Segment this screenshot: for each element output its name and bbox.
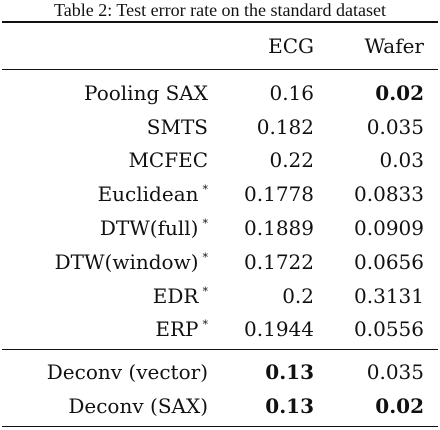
header-row: ECG Wafer bbox=[0, 28, 424, 64]
ecg-value-cell: 0.13 bbox=[208, 355, 314, 389]
table-row: EDR * 0.2 0.3131 bbox=[0, 279, 424, 313]
wafer-value-cell: 0.0909 bbox=[314, 211, 424, 245]
mid-rule bbox=[2, 349, 438, 350]
wafer-value-cell: 0.0656 bbox=[314, 245, 424, 279]
footnote-mark: * bbox=[202, 250, 209, 264]
method-name: MCFEC bbox=[128, 148, 208, 173]
ecg-value-cell: 0.1944 bbox=[208, 313, 314, 347]
wafer-value-cell: 0.03 bbox=[314, 144, 424, 178]
header-method bbox=[0, 28, 208, 64]
ecg-value: 0.13 bbox=[265, 393, 314, 418]
wafer-value-cell: 0.035 bbox=[314, 355, 424, 389]
ecg-value-cell: 0.1889 bbox=[208, 211, 314, 245]
ecg-value-cell: 0.182 bbox=[208, 110, 314, 144]
method-name: DTW(full) bbox=[99, 216, 199, 241]
wafer-value: 0.035 bbox=[366, 359, 424, 384]
table-row: DTW(window) * 0.1722 0.0656 bbox=[0, 245, 424, 279]
footnote-mark: * bbox=[202, 183, 209, 197]
footnote-mark: * bbox=[202, 284, 209, 298]
ecg-value-cell: 0.16 bbox=[208, 76, 314, 110]
wafer-value-cell: 0.3131 bbox=[314, 279, 424, 313]
method-name: EDR bbox=[152, 283, 199, 308]
ecg-value: 0.1778 bbox=[244, 182, 314, 207]
table-row: Euclidean * 0.1778 0.0833 bbox=[0, 177, 424, 211]
header-ecg: ECG bbox=[268, 34, 314, 58]
method-cell: Deconv (SAX) bbox=[0, 389, 208, 423]
ecg-value-cell: 0.13 bbox=[208, 389, 314, 423]
wafer-value: 0.035 bbox=[366, 114, 424, 139]
method-cell: EDR * bbox=[0, 279, 208, 313]
table-row: ERP * 0.1944 0.0556 bbox=[0, 313, 424, 347]
method-name: DTW(window) bbox=[54, 249, 199, 274]
bottom-rule bbox=[2, 426, 438, 427]
wafer-value: 0.02 bbox=[375, 80, 424, 105]
wafer-value-cell: 0.0833 bbox=[314, 177, 424, 211]
ecg-value: 0.13 bbox=[265, 359, 314, 384]
wafer-value-cell: 0.02 bbox=[314, 389, 424, 423]
method-name: Euclidean bbox=[97, 182, 199, 207]
ecg-value: 0.1722 bbox=[244, 249, 314, 274]
ecg-value: 0.16 bbox=[269, 80, 314, 105]
table-row: SMTS 0.182 0.035 bbox=[0, 110, 424, 144]
table-caption: Table 2: Test error rate on the standard… bbox=[53, 0, 386, 20]
results-table: Pooling SAX 0.16 0.02 SMTS 0.182 0.035 MCFEC 0.… bbox=[0, 76, 424, 346]
table-row: DTW(full) * 0.1889 0.0909 bbox=[0, 211, 424, 245]
method-name: Deconv (SAX) bbox=[68, 393, 208, 418]
ecg-value: 0.22 bbox=[269, 148, 314, 173]
wafer-value: 0.0556 bbox=[354, 317, 424, 342]
wafer-value: 0.02 bbox=[375, 393, 424, 418]
table-row: Deconv (vector) 0.13 0.035 bbox=[0, 355, 424, 389]
wafer-value: 0.0833 bbox=[354, 182, 424, 207]
method-cell: Pooling SAX bbox=[0, 76, 208, 110]
wafer-value: 0.3131 bbox=[354, 283, 424, 308]
wafer-value: 0.03 bbox=[379, 148, 424, 173]
ecg-value-cell: 0.1722 bbox=[208, 245, 314, 279]
method-name: SMTS bbox=[146, 114, 208, 139]
ecg-value: 0.1944 bbox=[244, 317, 314, 342]
wafer-value-cell: 0.0556 bbox=[314, 313, 424, 347]
wafer-value-cell: 0.035 bbox=[314, 110, 424, 144]
method-name: ERP bbox=[155, 317, 199, 342]
wafer-value: 0.0909 bbox=[354, 216, 424, 241]
method-cell: Euclidean * bbox=[0, 177, 208, 211]
wafer-value-cell: 0.02 bbox=[314, 76, 424, 110]
method-cell: Deconv (vector) bbox=[0, 355, 208, 389]
footnote-mark: * bbox=[202, 217, 209, 231]
ecg-value: 0.2 bbox=[282, 283, 314, 308]
footnote-mark: * bbox=[202, 318, 209, 332]
top-rule bbox=[2, 21, 438, 23]
deconv-table: Deconv (vector) 0.13 0.035 Deconv (SAX) 0.13… bbox=[0, 355, 424, 423]
ecg-value-cell: 0.2 bbox=[208, 279, 314, 313]
wafer-value: 0.0656 bbox=[354, 249, 424, 274]
method-cell: MCFEC bbox=[0, 144, 208, 178]
method-cell: DTW(window) * bbox=[0, 245, 208, 279]
header-rule bbox=[2, 69, 438, 70]
header-wafer: Wafer bbox=[364, 34, 424, 58]
method-name: Pooling SAX bbox=[84, 80, 208, 105]
method-cell: DTW(full) * bbox=[0, 211, 208, 245]
table-row: Pooling SAX 0.16 0.02 bbox=[0, 76, 424, 110]
table-row: MCFEC 0.22 0.03 bbox=[0, 144, 424, 178]
ecg-value-cell: 0.22 bbox=[208, 144, 314, 178]
ecg-value-cell: 0.1778 bbox=[208, 177, 314, 211]
ecg-value: 0.182 bbox=[256, 114, 314, 139]
table-row: Deconv (SAX) 0.13 0.02 bbox=[0, 389, 424, 423]
method-cell: SMTS bbox=[0, 110, 208, 144]
method-cell: ERP * bbox=[0, 313, 208, 347]
ecg-value: 0.1889 bbox=[244, 216, 314, 241]
header-table: ECG Wafer bbox=[0, 28, 424, 64]
method-name: Deconv (vector) bbox=[46, 359, 208, 384]
